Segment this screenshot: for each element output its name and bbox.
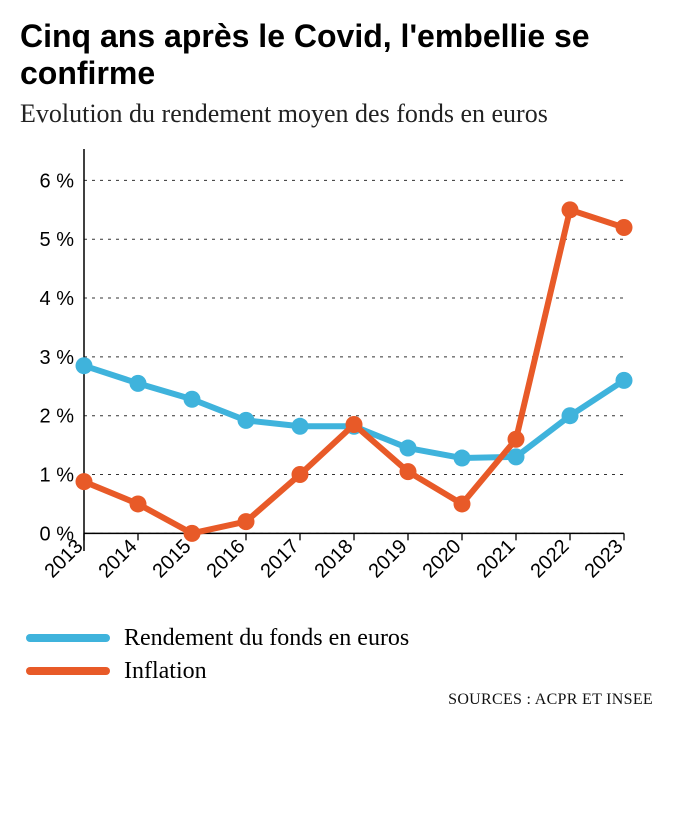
series-marker-rendement — [76, 357, 93, 374]
y-tick-label: 1 % — [40, 464, 75, 486]
series-marker-rendement — [184, 391, 201, 408]
series-marker-inflation — [616, 219, 633, 236]
legend-swatch-inflation — [26, 667, 110, 675]
source-line: SOURCES : ACPR ET INSEE — [20, 691, 657, 709]
legend-label-inflation: Inflation — [124, 658, 207, 685]
chart-svg: 0 %1 %2 %3 %4 %5 %6 %2013201420152016201… — [20, 145, 640, 615]
series-line-inflation — [84, 210, 624, 534]
y-tick-label: 4 % — [40, 288, 75, 310]
legend-row-rendement: Rendement du fonds en euros — [26, 625, 657, 652]
series-marker-rendement — [454, 449, 471, 466]
legend-swatch-rendement — [26, 634, 110, 642]
chart-subtitle: Evolution du rendement moyen des fonds e… — [20, 98, 657, 129]
series-marker-inflation — [76, 473, 93, 490]
x-tick-label: 2020 — [419, 535, 466, 582]
series-line-rendement — [84, 365, 624, 457]
x-tick-label: 2016 — [203, 535, 250, 582]
x-tick-label: 2014 — [95, 535, 142, 582]
series-marker-inflation — [400, 463, 417, 480]
legend-row-inflation: Inflation — [26, 658, 657, 685]
series-marker-inflation — [238, 513, 255, 530]
series-marker-rendement — [238, 412, 255, 429]
series-marker-inflation — [292, 466, 309, 483]
series-marker-rendement — [562, 407, 579, 424]
series-marker-inflation — [454, 495, 471, 512]
x-tick-label: 2023 — [581, 535, 628, 582]
x-tick-label: 2017 — [257, 535, 304, 582]
y-tick-label: 5 % — [40, 229, 75, 251]
series-marker-inflation — [346, 416, 363, 433]
x-tick-label: 2018 — [311, 535, 358, 582]
y-tick-label: 2 % — [40, 405, 75, 427]
series-marker-rendement — [130, 375, 147, 392]
series-marker-rendement — [400, 439, 417, 456]
chart-title: Cinq ans après le Covid, l'embellie se c… — [20, 18, 657, 92]
chart-container: Cinq ans après le Covid, l'embellie se c… — [0, 0, 677, 721]
series-marker-inflation — [508, 431, 525, 448]
series-marker-inflation — [130, 495, 147, 512]
series-marker-inflation — [562, 201, 579, 218]
y-tick-label: 3 % — [40, 347, 75, 369]
x-tick-label: 2021 — [473, 535, 520, 582]
series-marker-inflation — [184, 525, 201, 542]
x-tick-label: 2019 — [365, 535, 412, 582]
x-tick-label: 2022 — [527, 535, 574, 582]
chart-plot: 0 %1 %2 %3 %4 %5 %6 %2013201420152016201… — [20, 145, 640, 615]
legend: Rendement du fonds en euros Inflation — [20, 625, 657, 685]
y-tick-label: 6 % — [40, 170, 75, 192]
series-marker-rendement — [616, 372, 633, 389]
x-tick-label: 2015 — [149, 535, 196, 582]
series-marker-rendement — [292, 418, 309, 435]
legend-label-rendement: Rendement du fonds en euros — [124, 625, 409, 652]
